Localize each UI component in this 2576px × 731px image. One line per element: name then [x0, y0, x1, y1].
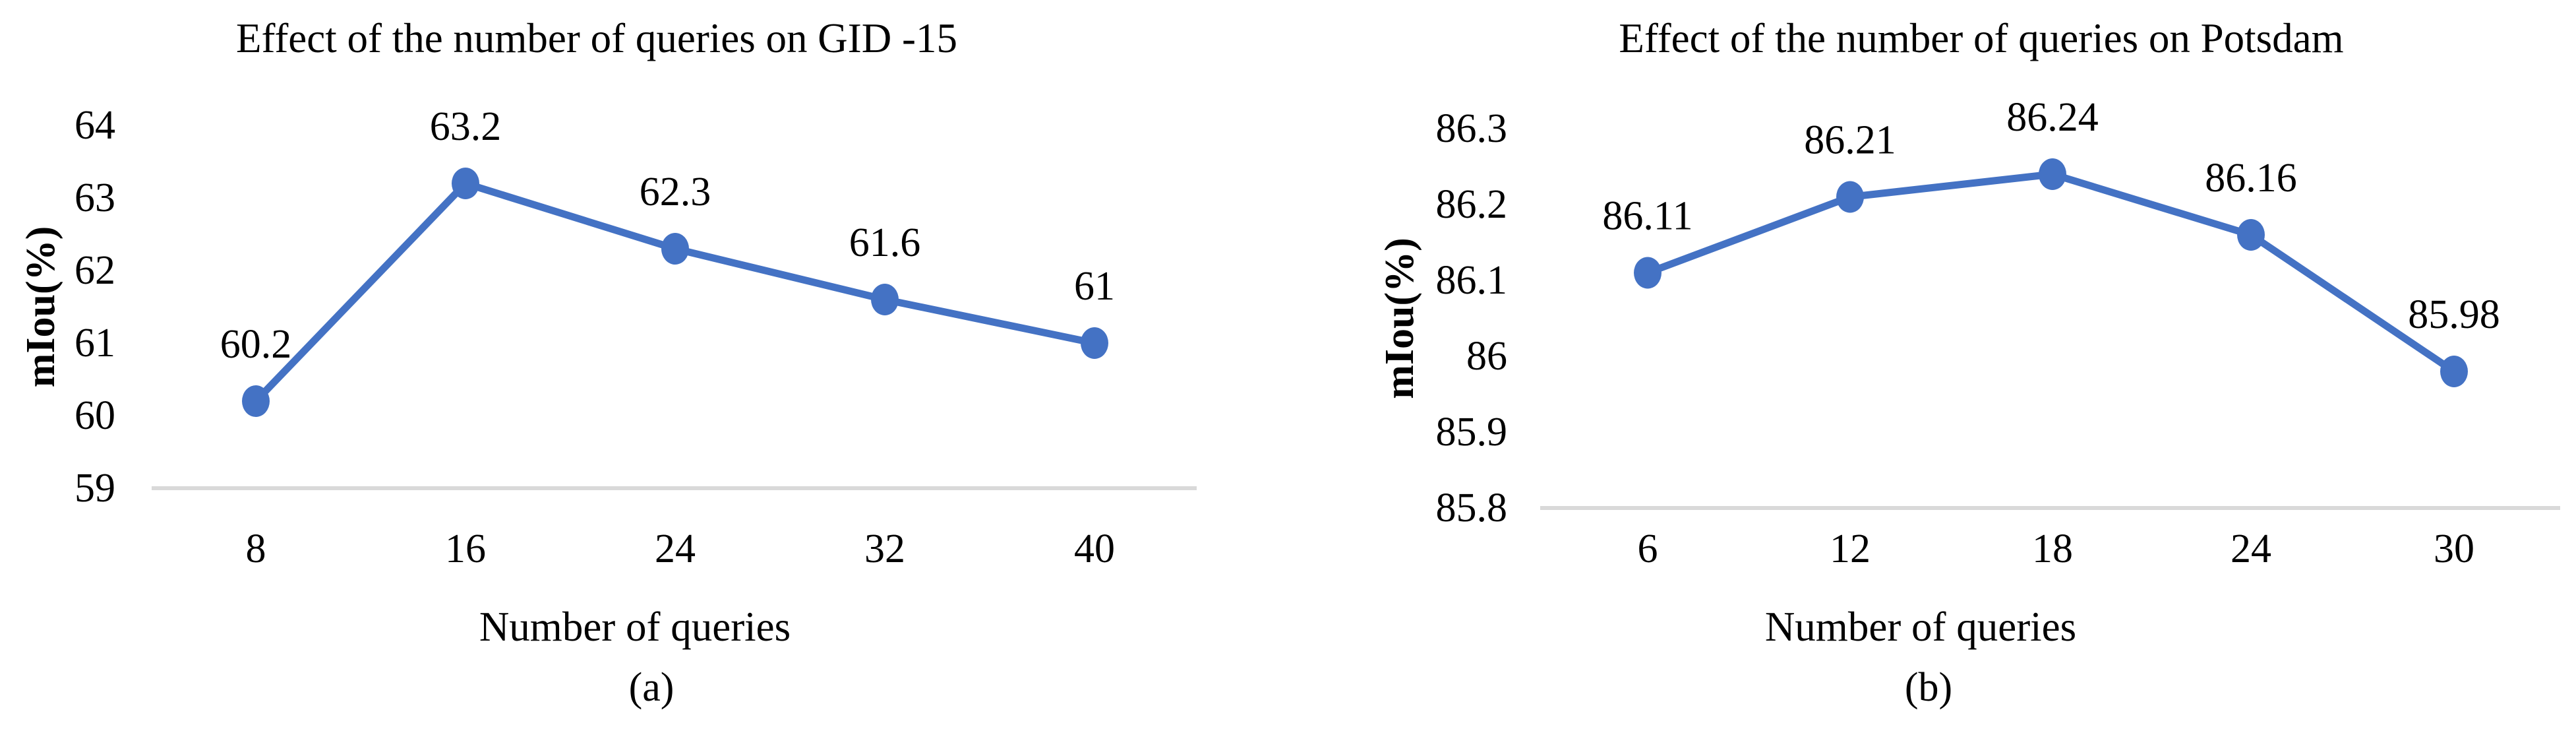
data-point-label: 86.24	[2006, 95, 2099, 140]
chart-title: Effect of the number of queries on Potsd…	[1619, 15, 2343, 61]
x-axis-tick-label: 24	[2231, 526, 2271, 571]
data-point-label: 85.98	[2408, 292, 2500, 337]
y-axis-tick-label: 61	[75, 321, 115, 366]
y-axis-tick-label: 63	[75, 175, 115, 220]
x-axis-tick-label: 8	[246, 526, 266, 571]
chart-title: Effect of the number of queries on GID -…	[236, 15, 957, 61]
x-axis-tick-label: 24	[655, 526, 696, 571]
x-axis-tick-label: 6	[1638, 526, 1658, 571]
x-axis-tick-label: 16	[445, 526, 486, 571]
data-point-marker	[2237, 219, 2265, 251]
line-chart-gid15: Effect of the number of queries on GID -…	[18, 15, 1197, 710]
data-point-marker	[1634, 257, 1662, 289]
y-axis-tick-label: 86.2	[1436, 182, 1508, 227]
data-point-label: 60.2	[220, 322, 292, 367]
x-axis-tick-label: 32	[864, 526, 905, 571]
y-axis-tick-label: 86.3	[1436, 106, 1508, 151]
y-axis-tick-label: 64	[75, 103, 115, 148]
line-chart-potsdam: Effect of the number of queries on Potsd…	[1377, 15, 2560, 710]
data-line	[1644, 170, 2458, 375]
y-axis-tick-label: 85.9	[1436, 410, 1508, 455]
data-point-marker	[452, 168, 479, 199]
data-point-marker	[1081, 327, 1108, 359]
data-line	[252, 179, 1098, 405]
y-axis-tick-label: 59	[75, 466, 115, 511]
x-axis-tick-label: 40	[1074, 526, 1115, 571]
x-axis-title: Number of queries	[479, 604, 791, 650]
chart-potsdam: Effect of the number of queries on Potsd…	[1288, 0, 2576, 731]
x-axis-tick-label: 12	[1830, 526, 1871, 571]
data-point-marker	[2039, 158, 2066, 190]
subfigure-caption: (b)	[1905, 665, 1952, 710]
y-axis-title: mIou(%)	[1377, 238, 1422, 399]
data-point-label: 86.16	[2205, 156, 2297, 201]
y-axis-tick-label: 86	[1466, 334, 1507, 379]
chart-gid15: Effect of the number of queries on GID -…	[18, 15, 1197, 710]
data-point-marker	[1836, 181, 1864, 213]
data-point-marker	[871, 284, 899, 315]
data-point-marker	[2440, 356, 2468, 387]
data-point-label: 61.6	[849, 220, 921, 265]
y-axis-tick-label: 85.8	[1436, 486, 1508, 530]
data-point-label: 86.21	[1804, 118, 1896, 163]
x-axis-tick-label: 18	[2032, 526, 2073, 571]
subfigure-caption: (a)	[629, 665, 674, 710]
x-axis-title: Number of queries	[1765, 604, 2076, 650]
data-point-label: 61	[1074, 264, 1115, 309]
y-axis-title: mIou(%)	[18, 226, 63, 388]
data-point-label: 62.3	[640, 170, 711, 214]
y-axis-tick-label: 60	[75, 393, 115, 438]
y-axis-tick-label: 62	[75, 248, 115, 293]
data-point-label: 86.11	[1602, 194, 1692, 239]
data-point-label: 63.2	[430, 104, 502, 149]
x-axis-tick-label: 30	[2434, 526, 2474, 571]
data-point-marker	[661, 233, 689, 265]
data-point-marker	[242, 385, 270, 417]
y-axis-tick-label: 86.1	[1436, 258, 1508, 303]
